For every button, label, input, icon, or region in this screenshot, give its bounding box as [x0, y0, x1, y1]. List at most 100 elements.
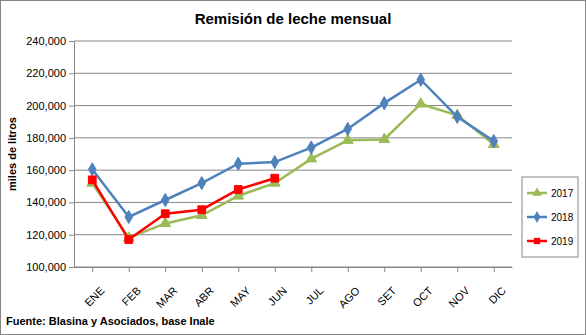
title: Remisión de leche mensual — [195, 10, 392, 27]
y-tick: 200,000 — [26, 100, 74, 112]
chart: 100,000 120,000 140,000 160,000 180,000 200,0… — [0, 0, 586, 335]
x-tick-label: JUN — [265, 284, 289, 308]
x-tick-mark — [165, 267, 166, 272]
legend: 2017 2018 2019 — [522, 177, 578, 257]
y-tick: 120,000 — [26, 229, 74, 241]
marker — [271, 155, 279, 168]
x-tick-mark — [348, 267, 349, 272]
y-axis-title: miles de litros — [6, 117, 18, 191]
x-tick-label: DIC — [486, 284, 508, 306]
x-axis: ENE FEB MAR ABR MAY JUN JUL AGO SET OCT NOV DIC — [75, 267, 513, 310]
grid — [74, 41, 512, 267]
legend-box — [522, 177, 578, 257]
marker — [453, 110, 461, 123]
plot-area — [87, 73, 499, 243]
x-tick: MAY — [228, 267, 253, 309]
y-tick-label: 100,000 — [26, 261, 66, 273]
chart-border — [1, 1, 586, 335]
x-tick: DIC — [486, 267, 508, 306]
x-tick-mark — [129, 267, 130, 272]
marker — [88, 163, 96, 176]
series-line — [92, 80, 494, 217]
x-tick-label: FEB — [119, 284, 143, 308]
series-line — [92, 104, 494, 238]
x-tick: JUL — [303, 267, 325, 307]
legend-item: 2019 — [527, 236, 574, 247]
y-tick-mark — [69, 73, 74, 74]
legend-item: 2018 — [527, 211, 574, 223]
x-tick: MAR — [154, 267, 180, 310]
marker — [125, 236, 133, 244]
x-tick: ENE — [82, 267, 106, 309]
marker — [161, 210, 169, 218]
series — [88, 174, 278, 243]
grid-line — [74, 41, 512, 42]
series — [87, 98, 499, 241]
series — [88, 73, 497, 223]
x-tick-label: NOV — [446, 284, 472, 310]
annotation: Fuente: Blasina y Asociados, base Inale — [6, 315, 215, 327]
marker — [307, 141, 315, 154]
x-tick: OCT — [410, 267, 435, 309]
x-tick: SET — [375, 267, 399, 308]
y-tick-mark — [69, 106, 74, 107]
series-line — [92, 178, 275, 239]
legend-label: 2019 — [551, 236, 574, 247]
y-tick: 180,000 — [26, 132, 74, 144]
marker — [271, 174, 279, 182]
x-tick: JUN — [265, 267, 289, 308]
x-tick: AGO — [336, 267, 362, 310]
grid-line — [74, 73, 512, 74]
y-tick-mark — [69, 138, 74, 139]
x-tick-mark — [421, 267, 422, 272]
y-tick: 160,000 — [26, 164, 74, 176]
legend-label: 2017 — [551, 188, 574, 199]
y-tick-label: 120,000 — [26, 229, 66, 241]
x-tick-label: AGO — [336, 284, 362, 310]
y-tick: 220,000 — [26, 67, 74, 79]
grid-line — [74, 267, 512, 268]
y-tick-mark — [69, 267, 74, 268]
y-tick-label: 140,000 — [26, 196, 66, 208]
marker — [490, 135, 498, 148]
legend-marker — [534, 211, 541, 223]
marker — [379, 133, 390, 142]
marker — [234, 186, 242, 194]
legend-item: 2017 — [527, 187, 574, 198]
y-tick-label: 180,000 — [26, 132, 66, 144]
x-tick: NOV — [446, 267, 472, 310]
x-tick-mark — [238, 267, 239, 272]
x-tick-mark — [311, 267, 312, 272]
x-tick-label: JUL — [303, 284, 325, 306]
x-tick: ABR — [192, 267, 217, 309]
y-tick: 100,000 — [26, 261, 74, 273]
marker — [234, 157, 242, 170]
x-tick-label: ENE — [82, 284, 106, 308]
marker — [161, 193, 169, 206]
x-tick-label: ABR — [192, 284, 217, 309]
x-tick-mark — [494, 267, 495, 272]
x-tick-mark — [384, 267, 385, 272]
marker — [380, 97, 388, 110]
y-tick: 240,000 — [26, 35, 74, 47]
x-tick: FEB — [119, 267, 143, 308]
y-tick: 140,000 — [26, 196, 74, 208]
y-tick-label: 220,000 — [26, 67, 66, 79]
marker — [415, 98, 426, 107]
y-tick-label: 240,000 — [26, 35, 66, 47]
y-axis: 100,000 120,000 140,000 160,000 180,000 200,0… — [26, 35, 74, 273]
x-tick-label: MAY — [228, 284, 253, 309]
marker — [88, 176, 96, 184]
x-tick-mark — [202, 267, 203, 272]
x-tick-label: OCT — [410, 284, 435, 309]
marker — [160, 217, 171, 226]
y-tick-mark — [69, 170, 74, 171]
marker — [417, 73, 425, 86]
marker — [344, 122, 352, 135]
x-axis-line — [75, 267, 513, 268]
y-tick-label: 160,000 — [26, 164, 66, 176]
x-tick-mark — [457, 267, 458, 272]
x-tick-mark — [275, 267, 276, 272]
x-tick-mark — [92, 267, 93, 272]
y-tick-mark — [69, 41, 74, 42]
